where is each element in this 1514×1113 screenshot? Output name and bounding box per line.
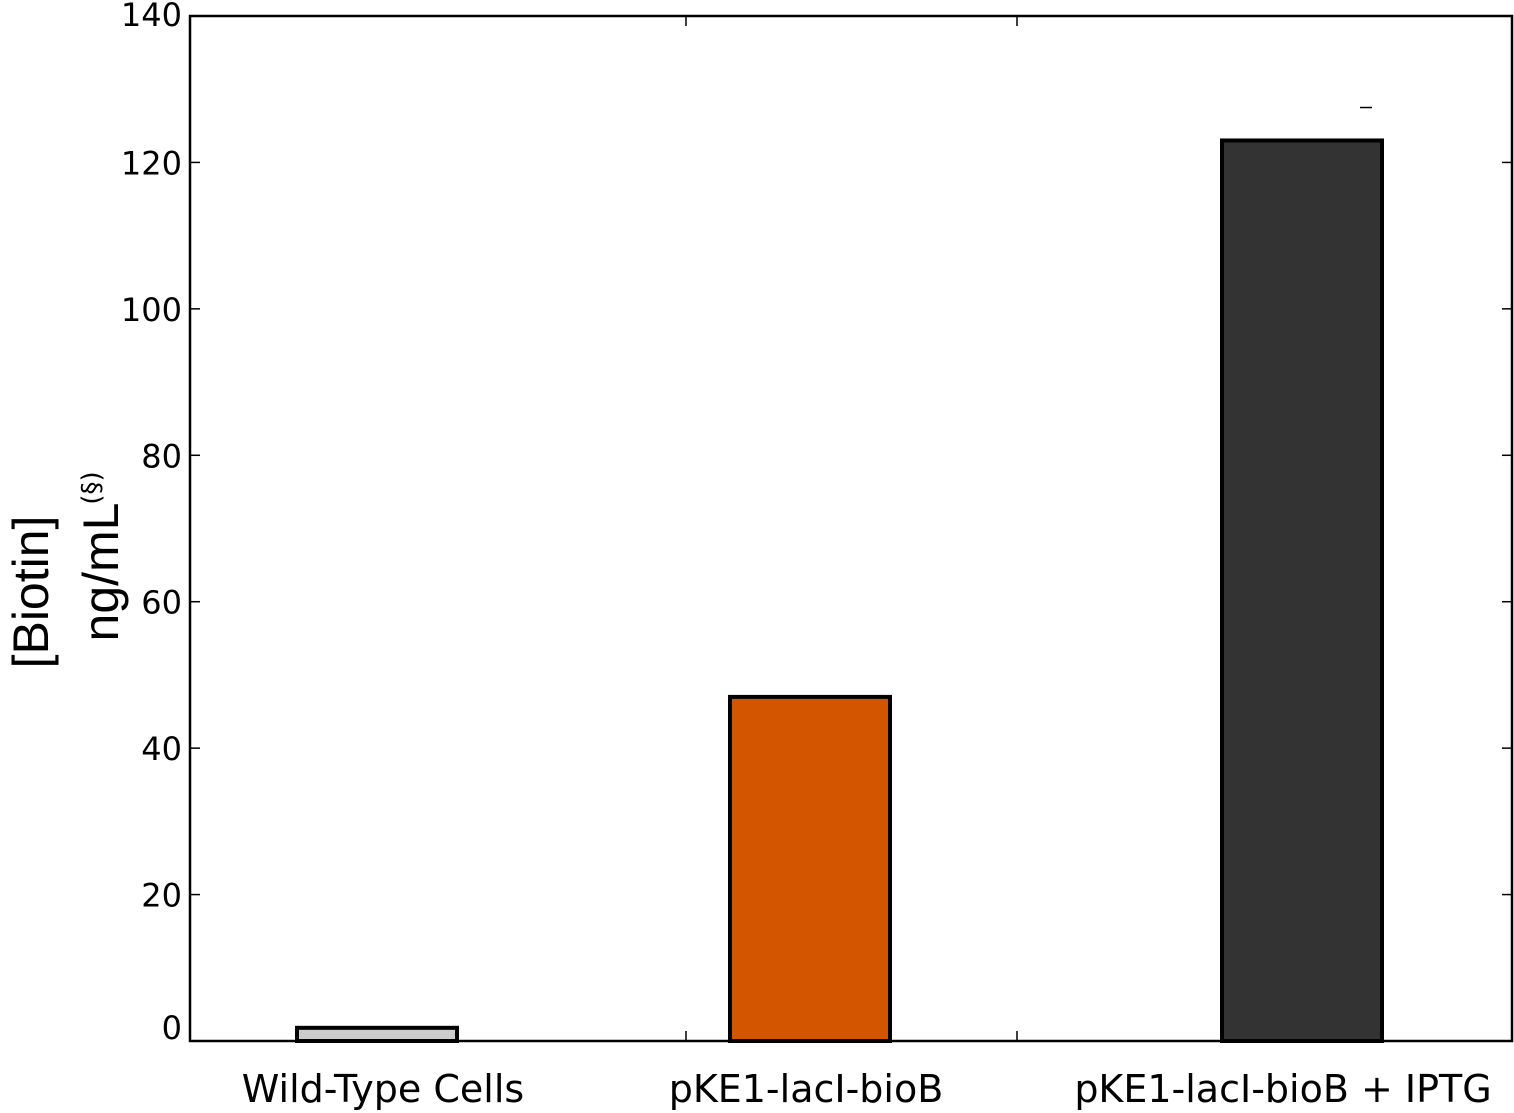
y-ticks-group: 0 20 40 60 80 100 120 140 [121,0,1512,1047]
x-category-label: pKE1-lacI-bioB + IPTG [1074,1067,1491,1111]
y-tick-label: 120 [121,144,182,182]
y-axis-label: [Biotin] ng/mL (§) [3,471,129,668]
y-tick-label: 40 [141,730,182,768]
bar-3 [1220,138,1384,1043]
y-axis-label-line2: ng/mL [73,503,129,642]
y-tick-label: 140 [121,0,182,34]
bar-2 [728,694,892,1044]
y-tick-label: 60 [141,584,182,622]
x-category-label: pKE1-lacI-bioB [669,1067,944,1111]
plot-frame [188,14,1514,1043]
y-tick-label: 100 [121,291,182,329]
y-tick-label: 80 [141,437,182,475]
bar-1 [295,1025,459,1043]
y-axis-label-superscript: (§) [77,471,107,504]
bars-group: Wild-Type Cells pKE1-lacI-bioB pKE1-lacI-b… [242,138,1492,1111]
x-ticks-group [685,16,1018,1041]
y-axis-label-line1: [Biotin] [3,516,59,669]
y-tick-label: 20 [141,877,182,915]
y-tick-label: 0 [162,1009,182,1047]
x-category-label: Wild-Type Cells [242,1067,524,1111]
